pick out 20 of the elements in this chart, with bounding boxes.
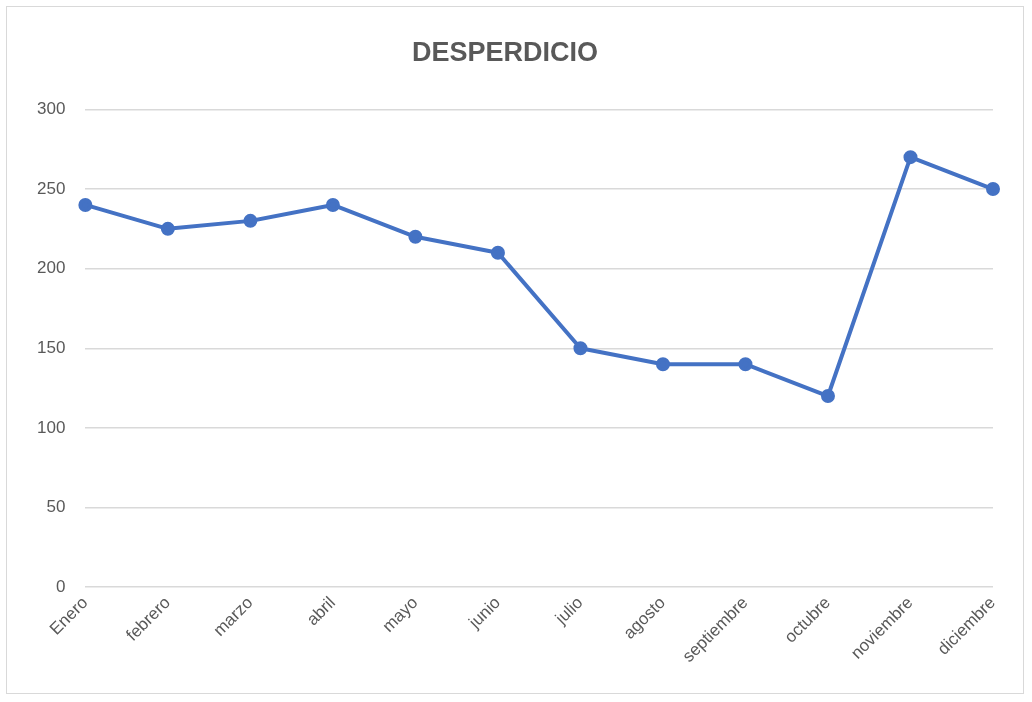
point: [820, 389, 835, 404]
y-tick-label: 200: [36, 258, 66, 278]
point: [325, 197, 340, 212]
y-tick-label: 250: [36, 178, 66, 198]
y-tick-label: 0: [55, 576, 66, 596]
point: [986, 182, 1000, 197]
point: [655, 357, 670, 372]
point: [160, 221, 175, 236]
point: [408, 229, 423, 244]
y-tick-label: 100: [36, 417, 66, 437]
point: [243, 213, 258, 228]
y-tick-label: 150: [36, 337, 66, 357]
point: [78, 197, 93, 212]
point: [490, 245, 505, 260]
chart-title: DESPERDICIO: [411, 36, 599, 67]
y-tick-label: 300: [36, 99, 66, 119]
point: [573, 341, 588, 356]
y-tick-label: 50: [46, 497, 66, 517]
point: [738, 357, 753, 372]
point: [903, 150, 918, 165]
